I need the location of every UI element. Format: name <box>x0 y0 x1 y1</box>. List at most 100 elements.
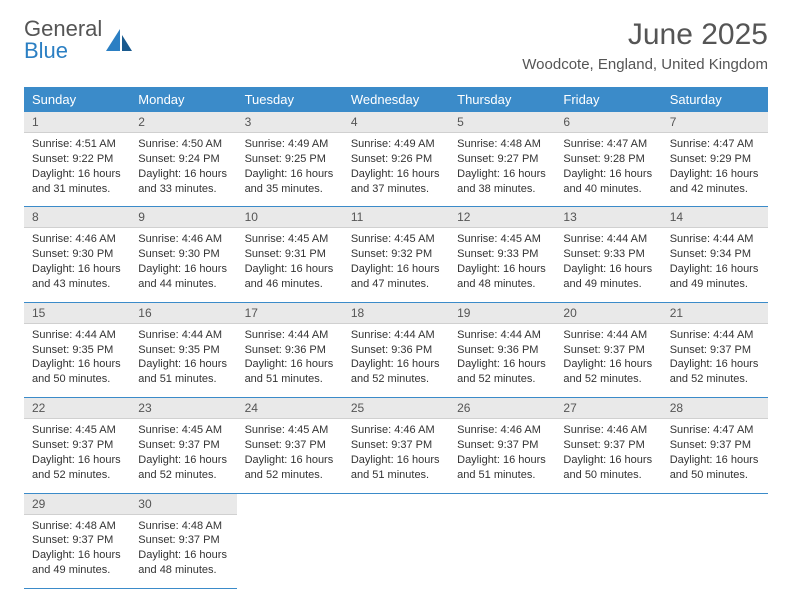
day-body: Sunrise: 4:45 AMSunset: 9:31 PMDaylight:… <box>237 228 343 301</box>
calendar-row: 29Sunrise: 4:48 AMSunset: 9:37 PMDayligh… <box>24 493 768 588</box>
sunrise-text: Sunrise: 4:44 AM <box>245 328 335 343</box>
daylight-text: and 50 minutes. <box>563 468 653 483</box>
sunset-text: Sunset: 9:33 PM <box>563 247 653 262</box>
calendar-cell: 23Sunrise: 4:45 AMSunset: 9:37 PMDayligh… <box>130 398 236 493</box>
daylight-text: and 51 minutes. <box>351 468 441 483</box>
day-number: 29 <box>24 494 130 515</box>
sunset-text: Sunset: 9:37 PM <box>245 438 335 453</box>
daylight-text: Daylight: 16 hours <box>563 167 653 182</box>
sunrise-text: Sunrise: 4:46 AM <box>457 423 547 438</box>
day-body: Sunrise: 4:47 AMSunset: 9:28 PMDaylight:… <box>555 133 661 206</box>
daylight-text: and 46 minutes. <box>245 277 335 292</box>
sunrise-text: Sunrise: 4:46 AM <box>351 423 441 438</box>
daylight-text: and 50 minutes. <box>670 468 760 483</box>
daylight-text: and 52 minutes. <box>351 372 441 387</box>
day-number: 14 <box>662 207 768 228</box>
sunset-text: Sunset: 9:37 PM <box>32 438 122 453</box>
day-body: Sunrise: 4:44 AMSunset: 9:37 PMDaylight:… <box>555 324 661 397</box>
calendar-cell: 19Sunrise: 4:44 AMSunset: 9:36 PMDayligh… <box>449 302 555 397</box>
daylight-text: and 51 minutes. <box>245 372 335 387</box>
day-number: 22 <box>24 398 130 419</box>
calendar-cell: 27Sunrise: 4:46 AMSunset: 9:37 PMDayligh… <box>555 398 661 493</box>
day-body: Sunrise: 4:45 AMSunset: 9:37 PMDaylight:… <box>24 419 130 492</box>
daylight-text: and 42 minutes. <box>670 182 760 197</box>
calendar-cell: 9Sunrise: 4:46 AMSunset: 9:30 PMDaylight… <box>130 207 236 302</box>
daylight-text: Daylight: 16 hours <box>32 262 122 277</box>
sunset-text: Sunset: 9:34 PM <box>670 247 760 262</box>
day-number: 4 <box>343 112 449 133</box>
day-number: 17 <box>237 303 343 324</box>
sunrise-text: Sunrise: 4:44 AM <box>563 232 653 247</box>
day-number: 2 <box>130 112 236 133</box>
day-number: 8 <box>24 207 130 228</box>
daylight-text: and 52 minutes. <box>457 372 547 387</box>
sunrise-text: Sunrise: 4:46 AM <box>32 232 122 247</box>
day-number: 16 <box>130 303 236 324</box>
sunrise-text: Sunrise: 4:45 AM <box>245 423 335 438</box>
daylight-text: and 43 minutes. <box>32 277 122 292</box>
sunrise-text: Sunrise: 4:50 AM <box>138 137 228 152</box>
sunrise-text: Sunrise: 4:51 AM <box>32 137 122 152</box>
daylight-text: Daylight: 16 hours <box>32 357 122 372</box>
calendar-cell: 20Sunrise: 4:44 AMSunset: 9:37 PMDayligh… <box>555 302 661 397</box>
day-body: Sunrise: 4:45 AMSunset: 9:32 PMDaylight:… <box>343 228 449 301</box>
sunrise-text: Sunrise: 4:44 AM <box>32 328 122 343</box>
sunrise-text: Sunrise: 4:48 AM <box>457 137 547 152</box>
day-body: Sunrise: 4:47 AMSunset: 9:29 PMDaylight:… <box>662 133 768 206</box>
sunrise-text: Sunrise: 4:49 AM <box>351 137 441 152</box>
daylight-text: Daylight: 16 hours <box>670 453 760 468</box>
daylight-text: and 48 minutes. <box>457 277 547 292</box>
daylight-text: Daylight: 16 hours <box>563 453 653 468</box>
day-number: 21 <box>662 303 768 324</box>
daylight-text: Daylight: 16 hours <box>32 453 122 468</box>
calendar-cell: 21Sunrise: 4:44 AMSunset: 9:37 PMDayligh… <box>662 302 768 397</box>
calendar-cell: 3Sunrise: 4:49 AMSunset: 9:25 PMDaylight… <box>237 112 343 207</box>
calendar-row: 15Sunrise: 4:44 AMSunset: 9:35 PMDayligh… <box>24 302 768 397</box>
day-number: 25 <box>343 398 449 419</box>
day-body: Sunrise: 4:46 AMSunset: 9:30 PMDaylight:… <box>24 228 130 301</box>
calendar-cell: 6Sunrise: 4:47 AMSunset: 9:28 PMDaylight… <box>555 112 661 207</box>
calendar-cell: 14Sunrise: 4:44 AMSunset: 9:34 PMDayligh… <box>662 207 768 302</box>
calendar-row: 1Sunrise: 4:51 AMSunset: 9:22 PMDaylight… <box>24 112 768 207</box>
sunset-text: Sunset: 9:37 PM <box>32 533 122 548</box>
day-number: 28 <box>662 398 768 419</box>
daylight-text: and 33 minutes. <box>138 182 228 197</box>
day-number: 1 <box>24 112 130 133</box>
sunrise-text: Sunrise: 4:44 AM <box>563 328 653 343</box>
daylight-text: Daylight: 16 hours <box>138 548 228 563</box>
sunset-text: Sunset: 9:36 PM <box>351 343 441 358</box>
calendar-cell: 12Sunrise: 4:45 AMSunset: 9:33 PMDayligh… <box>449 207 555 302</box>
sunrise-text: Sunrise: 4:46 AM <box>563 423 653 438</box>
sunrise-text: Sunrise: 4:48 AM <box>32 519 122 534</box>
daylight-text: Daylight: 16 hours <box>351 357 441 372</box>
sunset-text: Sunset: 9:37 PM <box>138 533 228 548</box>
daylight-text: Daylight: 16 hours <box>245 357 335 372</box>
sunset-text: Sunset: 9:27 PM <box>457 152 547 167</box>
calendar-cell: 1Sunrise: 4:51 AMSunset: 9:22 PMDaylight… <box>24 112 130 207</box>
calendar-cell: 8Sunrise: 4:46 AMSunset: 9:30 PMDaylight… <box>24 207 130 302</box>
day-header: Friday <box>555 87 661 112</box>
day-number: 13 <box>555 207 661 228</box>
logo-text-b: Blue <box>24 38 68 63</box>
sunset-text: Sunset: 9:24 PM <box>138 152 228 167</box>
calendar-table: Sunday Monday Tuesday Wednesday Thursday… <box>24 87 768 589</box>
sunrise-text: Sunrise: 4:48 AM <box>138 519 228 534</box>
logo-sail-icon <box>106 29 132 51</box>
calendar-cell: . <box>237 493 343 588</box>
day-body: Sunrise: 4:44 AMSunset: 9:35 PMDaylight:… <box>24 324 130 397</box>
logo: General Blue <box>24 18 132 62</box>
day-body: Sunrise: 4:44 AMSunset: 9:37 PMDaylight:… <box>662 324 768 397</box>
sunrise-text: Sunrise: 4:47 AM <box>670 423 760 438</box>
calendar-row: 22Sunrise: 4:45 AMSunset: 9:37 PMDayligh… <box>24 398 768 493</box>
day-number: 18 <box>343 303 449 324</box>
daylight-text: and 35 minutes. <box>245 182 335 197</box>
daylight-text: and 52 minutes. <box>32 468 122 483</box>
calendar-cell: . <box>555 493 661 588</box>
sunset-text: Sunset: 9:37 PM <box>563 343 653 358</box>
day-header-row: Sunday Monday Tuesday Wednesday Thursday… <box>24 87 768 112</box>
daylight-text: and 52 minutes. <box>245 468 335 483</box>
day-body: Sunrise: 4:44 AMSunset: 9:33 PMDaylight:… <box>555 228 661 301</box>
daylight-text: and 52 minutes. <box>138 468 228 483</box>
sunset-text: Sunset: 9:37 PM <box>563 438 653 453</box>
daylight-text: and 49 minutes. <box>32 563 122 578</box>
